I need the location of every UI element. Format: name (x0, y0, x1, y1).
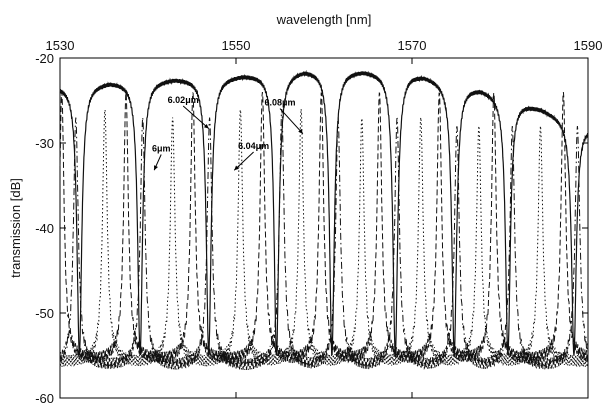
annotation-arrow (182, 105, 210, 129)
series-solid (59, 69, 589, 356)
series-dashdot (59, 108, 589, 371)
x-tick-label: 1570 (398, 38, 427, 53)
y-tick-label: -60 (35, 391, 54, 405)
annotation-layer: 6.02μm 6μm 6.08μm 6.04μm (152, 95, 304, 171)
annotation-arrowhead (154, 165, 158, 171)
tick-marks (59, 57, 589, 399)
tick-labels: 1530 1550 1570 1590 -20 -30 -40 -50 -60 (35, 38, 602, 405)
x-axis-title: wavelength [nm] (276, 12, 372, 27)
annotation-label: 6.04μm (238, 141, 269, 151)
annotation: 6.08μm (264, 98, 304, 134)
annotation-arrowhead (234, 165, 240, 171)
y-tick-label: -20 (35, 51, 54, 66)
x-tick-label: 1530 (46, 38, 75, 53)
annotation-arrowhead (298, 128, 303, 134)
annotation-label: 6μm (152, 144, 171, 154)
annotation-arrow (279, 108, 304, 134)
annotation: 6.04μm (233, 141, 269, 171)
y-tick-label: -30 (35, 136, 54, 151)
annotation: 6.02μm (168, 95, 210, 129)
annotation-label: 6.02μm (168, 95, 199, 105)
x-tick-label: 1590 (574, 38, 602, 53)
annotation: 6μm (152, 144, 171, 171)
x-tick-label: 1550 (222, 38, 251, 53)
series-line-solid (59, 69, 589, 356)
y-tick-label: -40 (35, 221, 54, 236)
annotation-arrowhead (203, 123, 209, 129)
y-axis-title: transmission [dB] (8, 178, 23, 278)
annotation-label: 6.08μm (264, 98, 295, 108)
y-tick-label: -50 (35, 306, 54, 321)
series-line-dashdot (59, 108, 589, 371)
series-layer (59, 69, 589, 371)
